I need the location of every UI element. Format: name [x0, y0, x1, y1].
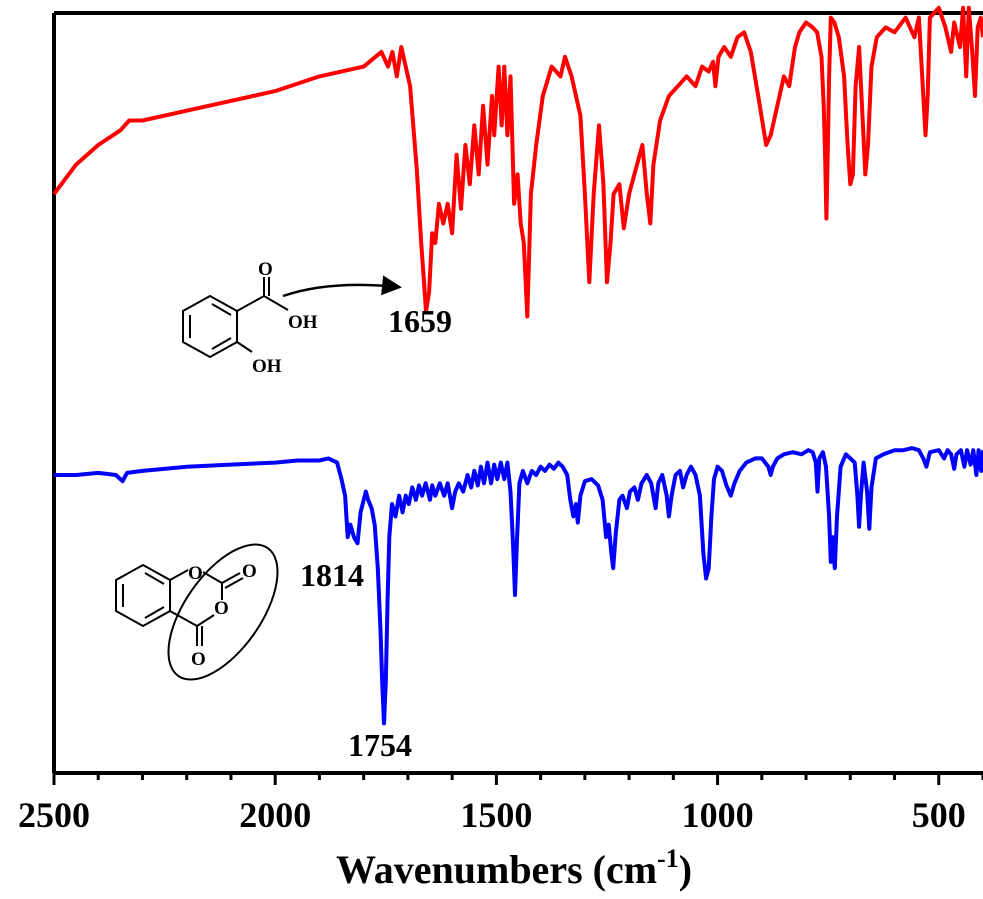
anhydride-highlight-ellipse	[167, 543, 279, 681]
ring-double-bond	[211, 337, 232, 350]
ring-c-bond	[169, 610, 198, 627]
carbonyl-bond	[221, 572, 241, 584]
atom-phenol-oh: OH	[252, 356, 282, 377]
series-line-blue	[54, 446, 983, 726]
peak-label-1659: 1659	[388, 303, 452, 339]
atom-carbonyl-o-bottom: O	[191, 649, 206, 670]
atom-ring-o: O	[188, 563, 203, 584]
ring-double-bond	[144, 572, 165, 585]
benzene-ring	[115, 563, 171, 628]
peak-label-1754: 1754	[348, 727, 412, 763]
phenol-bond	[236, 341, 253, 353]
benzene-ring	[182, 294, 238, 359]
carbonyl-bond	[224, 577, 244, 589]
ring-double-bond	[144, 606, 165, 619]
x-tick-label: 2000	[239, 795, 311, 835]
ring-double-bond	[211, 303, 232, 316]
salicylic-acid-structure	[182, 277, 289, 359]
atom-acid-oh: OH	[288, 312, 318, 333]
annotation-arrow	[282, 275, 402, 298]
x-tick-label: 1500	[460, 795, 532, 835]
x-axis-title-main: Wavenumbers (cm	[336, 847, 657, 892]
plot-frame	[52, 11, 983, 775]
x-tick-label: 2500	[18, 795, 90, 835]
x-axis-tick-labels: 2500 2000 1500 1000 500	[18, 795, 966, 835]
x-axis-title-close: )	[679, 847, 692, 892]
peak-label-1814: 1814	[300, 557, 364, 593]
x-tick-label: 1000	[682, 795, 754, 835]
x-tick-label: 500	[912, 795, 966, 835]
atom-carbonyl-o-top: O	[242, 561, 257, 582]
series-line-red	[52, 5, 983, 319]
atom-carbonyl-o: O	[258, 259, 273, 280]
carboxyl-bond	[236, 295, 265, 312]
ring-o-bond	[196, 614, 215, 627]
hydroxyl-bond	[263, 295, 289, 311]
x-axis-ticks	[52, 773, 983, 785]
atom-anhydride-o: O	[214, 598, 229, 619]
anhydride-structure	[115, 543, 279, 681]
ring-o-bond	[169, 569, 189, 581]
x-axis-title-superscript: -1	[657, 844, 679, 873]
series-layer	[52, 5, 983, 726]
x-axis-title: Wavenumbers (cm-1)	[336, 844, 692, 892]
